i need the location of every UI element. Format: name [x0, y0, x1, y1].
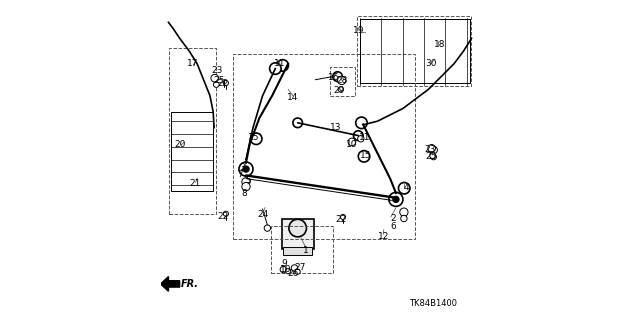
- Text: 19: 19: [353, 26, 365, 35]
- Circle shape: [223, 211, 228, 216]
- Circle shape: [242, 178, 250, 186]
- Circle shape: [269, 63, 281, 74]
- Circle shape: [223, 80, 228, 85]
- Circle shape: [333, 72, 342, 81]
- Text: 3: 3: [239, 163, 244, 172]
- Text: FR.: FR.: [181, 279, 199, 289]
- Circle shape: [429, 153, 435, 159]
- Text: 7: 7: [237, 170, 243, 179]
- Bar: [271, 226, 333, 273]
- Text: 16: 16: [328, 73, 339, 82]
- Text: 10: 10: [346, 140, 358, 149]
- Text: 14: 14: [287, 93, 299, 102]
- Circle shape: [337, 76, 346, 85]
- Text: 21: 21: [189, 179, 200, 188]
- Circle shape: [295, 269, 300, 274]
- Circle shape: [428, 145, 435, 152]
- Text: 22: 22: [217, 212, 228, 221]
- Circle shape: [358, 136, 364, 142]
- Circle shape: [239, 162, 253, 176]
- Circle shape: [340, 214, 346, 219]
- Text: 30: 30: [425, 59, 436, 68]
- Circle shape: [399, 182, 410, 194]
- Text: 13: 13: [330, 123, 341, 132]
- Text: 10: 10: [280, 265, 291, 274]
- Text: 23: 23: [212, 66, 223, 75]
- Text: 25: 25: [214, 76, 225, 85]
- Text: 2: 2: [390, 214, 396, 223]
- Circle shape: [393, 196, 399, 203]
- Circle shape: [280, 266, 287, 273]
- Text: 11: 11: [359, 133, 371, 142]
- Polygon shape: [161, 277, 180, 291]
- Bar: [284, 247, 312, 255]
- Circle shape: [250, 133, 262, 145]
- Circle shape: [389, 192, 403, 206]
- Text: 8: 8: [241, 189, 247, 198]
- Ellipse shape: [289, 219, 307, 237]
- Text: 15: 15: [360, 151, 371, 160]
- Text: 28: 28: [336, 76, 348, 85]
- Text: 29: 29: [333, 86, 345, 95]
- Circle shape: [293, 118, 303, 128]
- Text: 17: 17: [187, 59, 198, 68]
- Bar: [330, 67, 355, 96]
- Circle shape: [356, 117, 367, 129]
- Circle shape: [400, 208, 408, 216]
- Text: 6: 6: [390, 222, 396, 231]
- Text: 24: 24: [257, 210, 268, 219]
- Text: 5: 5: [245, 176, 251, 185]
- Text: 1: 1: [303, 246, 308, 255]
- Text: 27: 27: [294, 263, 306, 272]
- Text: TK84B1400: TK84B1400: [409, 299, 457, 308]
- Bar: [282, 219, 314, 249]
- Circle shape: [211, 74, 218, 82]
- Circle shape: [285, 269, 291, 274]
- Circle shape: [277, 60, 289, 71]
- Text: 26: 26: [287, 269, 299, 278]
- Text: 9: 9: [281, 259, 287, 268]
- Text: 23: 23: [424, 145, 436, 154]
- Bar: [233, 54, 415, 239]
- Text: 22: 22: [335, 215, 346, 224]
- Text: 20: 20: [175, 140, 186, 149]
- Circle shape: [429, 146, 437, 154]
- Text: 22: 22: [217, 79, 228, 88]
- Bar: [170, 48, 216, 214]
- Text: 12: 12: [378, 232, 389, 241]
- Circle shape: [431, 154, 436, 160]
- Circle shape: [264, 225, 271, 231]
- Circle shape: [358, 151, 370, 162]
- Circle shape: [242, 182, 250, 191]
- Circle shape: [348, 138, 356, 146]
- Circle shape: [353, 131, 363, 140]
- Bar: [171, 112, 213, 191]
- Circle shape: [401, 215, 407, 222]
- Text: 4: 4: [404, 183, 410, 192]
- Text: 11: 11: [275, 59, 286, 68]
- Circle shape: [243, 166, 249, 172]
- Bar: [360, 19, 470, 83]
- Circle shape: [214, 82, 219, 87]
- Bar: [356, 16, 471, 86]
- Text: 18: 18: [434, 40, 445, 48]
- Circle shape: [338, 87, 343, 92]
- Text: 15: 15: [248, 133, 259, 142]
- Circle shape: [291, 265, 298, 271]
- Text: 25: 25: [426, 152, 436, 161]
